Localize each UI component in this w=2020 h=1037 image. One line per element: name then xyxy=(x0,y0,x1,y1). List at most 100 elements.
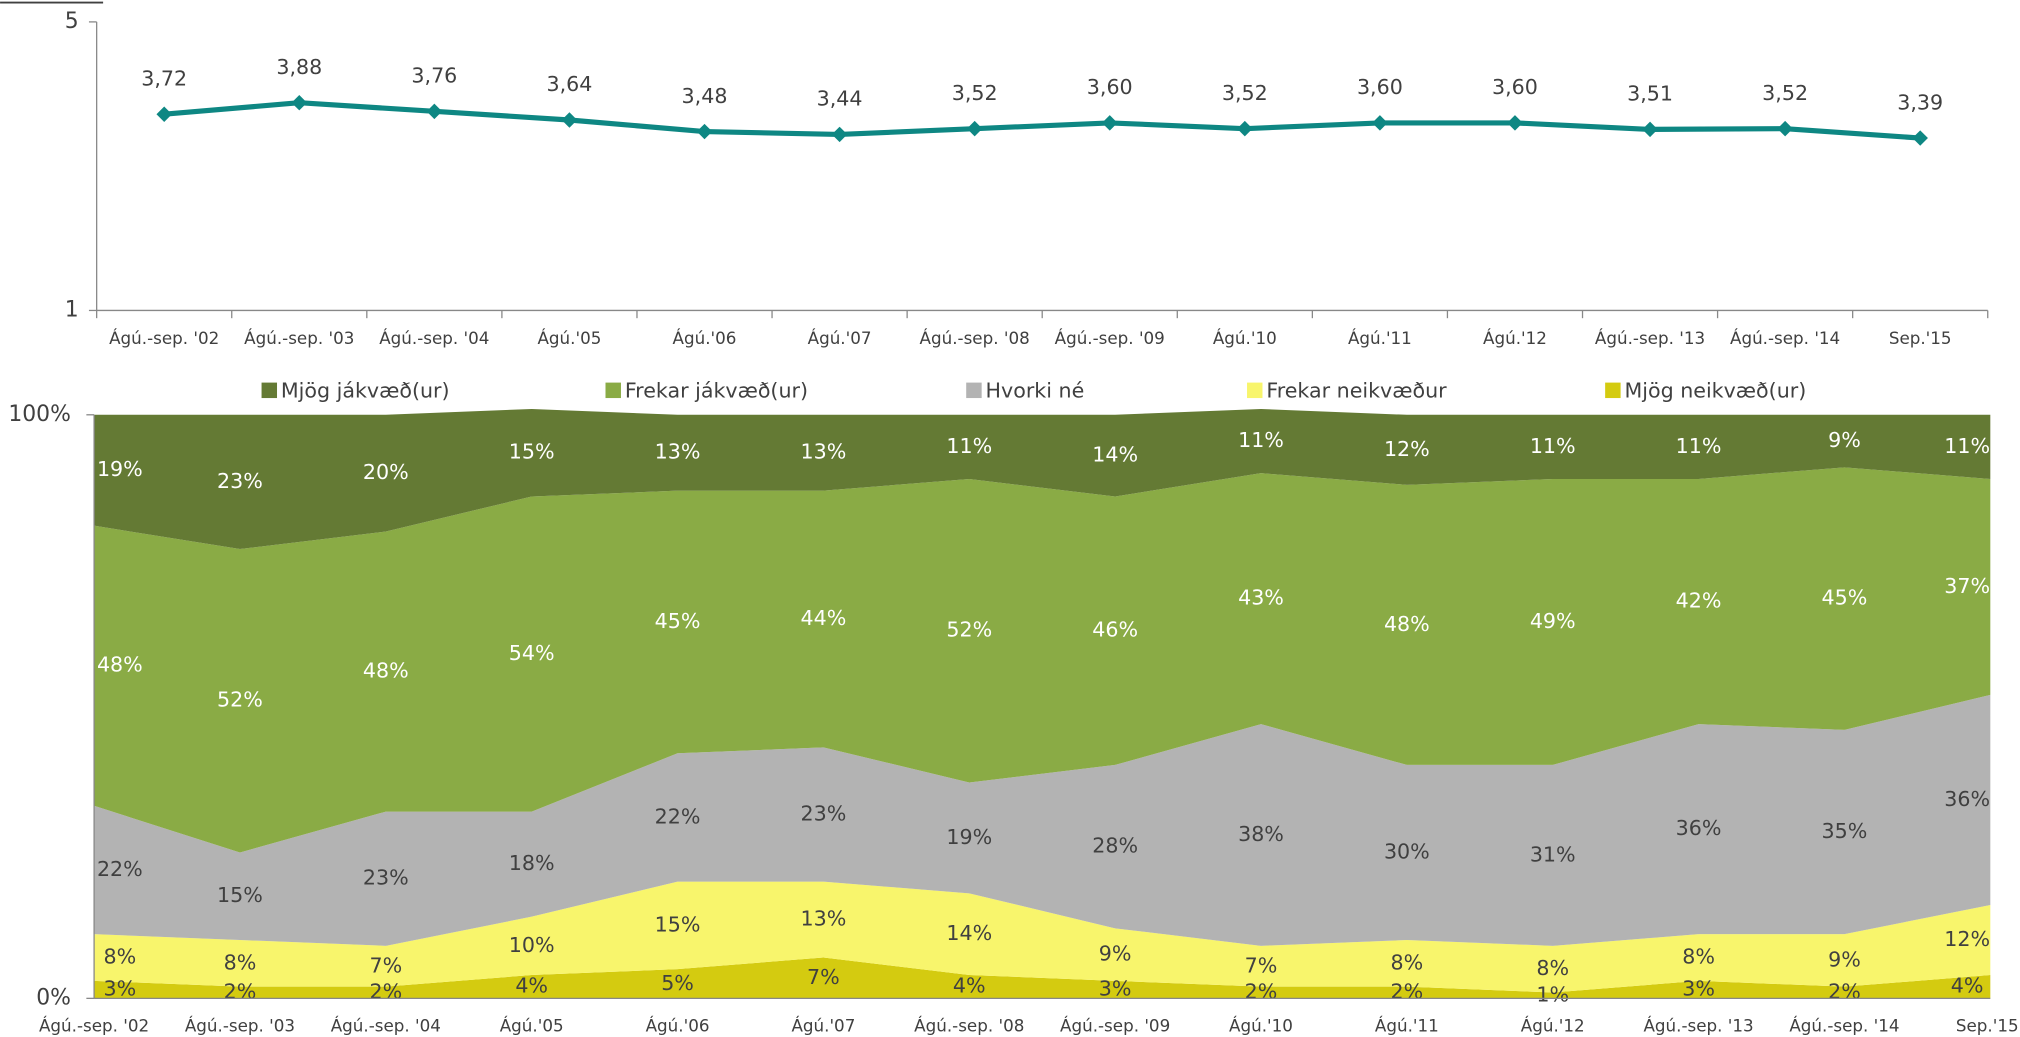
value-label: 3,48 xyxy=(682,84,728,108)
value-label: 22% xyxy=(655,804,701,828)
value-label: 15% xyxy=(217,883,263,907)
value-label: 2% xyxy=(1391,980,1424,1004)
value-label: 19% xyxy=(97,457,143,481)
x-tick-label: Ágú.-sep. '09 xyxy=(1055,327,1165,348)
x-tick-label: Ágú.'12 xyxy=(1483,327,1547,348)
marker xyxy=(1912,130,1928,146)
value-label: 8% xyxy=(1536,956,1569,980)
value-label: 45% xyxy=(655,609,701,633)
x-tick-label: Ágú.'10 xyxy=(1213,327,1277,348)
value-label: 8% xyxy=(1682,945,1715,969)
x-tick-label: Sep.'15 xyxy=(1956,1016,2019,1036)
area xyxy=(94,408,1991,550)
value-label: 11% xyxy=(1944,434,1990,458)
x-tick-label: Ágú.'11 xyxy=(1348,327,1412,348)
value-label: 8% xyxy=(224,950,257,974)
value-label: 3,88 xyxy=(276,55,322,79)
value-label: 11% xyxy=(1676,434,1722,458)
x-tick-label: Ágú.'10 xyxy=(1229,1015,1293,1036)
marker xyxy=(426,103,443,120)
value-label: 22% xyxy=(97,857,143,881)
value-label: 37% xyxy=(1944,574,1990,598)
value-label: 36% xyxy=(1944,787,1990,811)
x-tick-label: Ágú.-sep. '02 xyxy=(109,327,219,348)
value-label: 15% xyxy=(509,440,555,464)
marker xyxy=(831,126,848,143)
value-label: 2% xyxy=(224,980,257,1004)
area xyxy=(94,694,1991,946)
marker xyxy=(966,120,983,137)
value-label: 2% xyxy=(1828,980,1861,1004)
value-label: 11% xyxy=(1530,434,1576,458)
legend-label: Mjög jákvæð(ur) xyxy=(281,379,450,403)
value-label: 8% xyxy=(1391,950,1424,974)
value-label: 18% xyxy=(509,851,555,875)
value-label: 46% xyxy=(1092,618,1138,642)
value-label: 5% xyxy=(661,971,694,995)
x-tick-label: Ágú.'05 xyxy=(500,1015,564,1036)
value-label: 4% xyxy=(953,974,986,998)
value-label: 42% xyxy=(1676,589,1722,613)
x-tick-label: Ágú.'07 xyxy=(808,327,872,348)
value-label: 3,60 xyxy=(1492,75,1538,99)
value-label: 4% xyxy=(1951,974,1984,998)
value-label: 19% xyxy=(946,825,992,849)
value-label: 52% xyxy=(217,688,263,712)
value-label: 28% xyxy=(1092,834,1138,858)
x-tick-label: Ágú.'07 xyxy=(791,1015,855,1036)
legend-swatch xyxy=(605,382,621,399)
legend-label: Frekar neikvæður xyxy=(1266,379,1447,403)
value-label: 8% xyxy=(104,945,137,969)
value-label: 49% xyxy=(1530,609,1576,633)
value-label: 30% xyxy=(1384,839,1430,863)
value-label: 12% xyxy=(1384,437,1430,461)
marker xyxy=(1507,115,1523,131)
value-label: 3% xyxy=(1682,977,1715,1001)
x-tick-label: Ágú.-sep. '13 xyxy=(1595,327,1705,348)
area xyxy=(94,957,1991,999)
value-label: 54% xyxy=(509,641,555,665)
y-tick-label: 1 xyxy=(65,297,79,322)
x-tick-label: Ágú.-sep. '08 xyxy=(920,327,1030,348)
marker xyxy=(1237,120,1253,137)
marker xyxy=(291,94,308,111)
x-tick-label: Ágú.-sep. '02 xyxy=(39,1015,149,1036)
value-label: 44% xyxy=(801,606,847,630)
value-label: 3% xyxy=(104,977,137,1001)
value-label: 3% xyxy=(1099,977,1132,1001)
value-label: 3,60 xyxy=(1357,75,1403,99)
legend-swatch xyxy=(1605,382,1621,399)
value-label: 36% xyxy=(1676,816,1722,840)
marker xyxy=(561,112,578,128)
legend-label: Mjög neikvæð(ur) xyxy=(1624,379,1806,403)
value-label: 3,76 xyxy=(411,64,457,88)
value-label: 3,72 xyxy=(141,66,187,90)
x-tick-label: Ágú.'06 xyxy=(673,327,737,348)
y-tick-label: 5 xyxy=(65,9,79,34)
value-label: 1% xyxy=(1536,982,1569,1006)
marker xyxy=(156,106,172,122)
marker xyxy=(1777,120,1793,137)
value-label: 31% xyxy=(1530,842,1576,866)
value-label: 20% xyxy=(363,460,409,484)
x-tick-label: Ágú.-sep. '04 xyxy=(379,327,489,348)
value-label: 15% xyxy=(655,912,701,936)
value-label: 48% xyxy=(1384,612,1430,636)
x-tick-label: Ágú.'06 xyxy=(646,1015,710,1036)
value-label: 10% xyxy=(509,933,555,957)
x-tick-label: Ágú.-sep. '14 xyxy=(1730,327,1840,348)
marker xyxy=(1102,115,1118,131)
legend-swatch xyxy=(1247,382,1263,399)
value-label: 7% xyxy=(807,965,840,989)
legend-label: Hvorki né xyxy=(986,379,1085,403)
value-label: 9% xyxy=(1099,942,1132,966)
value-label: 14% xyxy=(1092,443,1138,467)
value-label: 13% xyxy=(801,907,847,931)
value-label: 38% xyxy=(1238,822,1284,846)
value-label: 3,44 xyxy=(817,87,863,111)
x-tick-label: Ágú.-sep. '13 xyxy=(1643,1015,1753,1036)
value-label: 13% xyxy=(801,440,847,464)
value-label: 23% xyxy=(363,866,409,890)
value-label: 3,52 xyxy=(1222,81,1268,105)
